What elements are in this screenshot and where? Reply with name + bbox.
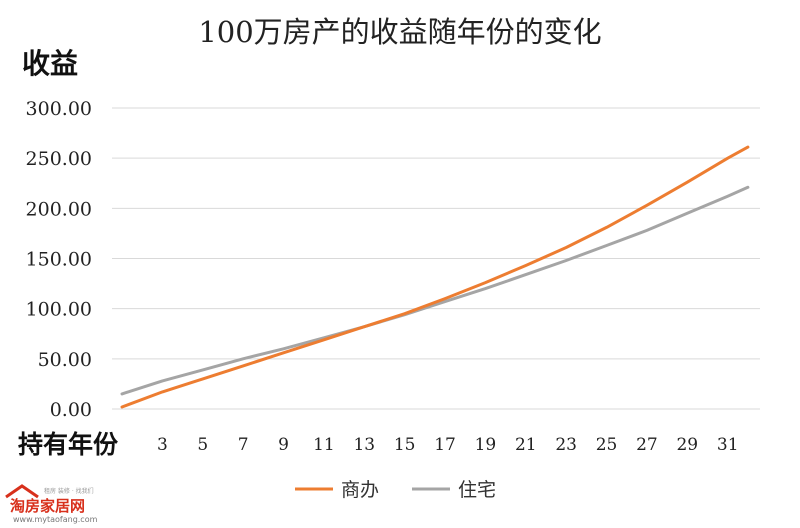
watermark-tagline: 租房 装修 · 找我们 <box>44 487 94 495</box>
y-tick-label: 50.00 <box>38 349 92 371</box>
chart-title: 100万房产的收益随年份的变化 <box>198 15 601 49</box>
y-tick-label: 250.00 <box>26 148 92 170</box>
legend-label: 住宅 <box>458 479 496 501</box>
x-axis-label: 持有年份 <box>18 430 118 459</box>
x-tick-labels: 3 5 7 9 11 13 15 17 19 21 23 25 27 29 31 <box>157 435 739 455</box>
y-tick-label: 150.00 <box>26 249 92 271</box>
legend-label: 商办 <box>341 479 379 501</box>
y-tick-labels: 0.00 50.00 100.00 150.00 200.00 250.00 300.00 <box>26 98 92 421</box>
grid-lines <box>112 107 760 410</box>
x-tick-label: 23 <box>555 435 577 455</box>
house-roof-icon <box>5 484 39 499</box>
watermark-logo: 租房 装修 · 找我们 淘房家居网 www.mytaofang.com <box>5 484 98 524</box>
x-tick-label: 3 <box>157 435 168 455</box>
y-tick-label: 300.00 <box>26 98 92 120</box>
x-tick-label: 7 <box>238 435 249 455</box>
series-line-commercial <box>120 145 750 409</box>
x-tick-label: 25 <box>596 435 618 455</box>
x-tick-label: 11 <box>313 435 335 455</box>
x-tick-label: 19 <box>475 435 497 455</box>
x-tick-label: 17 <box>434 435 456 455</box>
x-tick-label: 31 <box>717 435 739 455</box>
y-tick-label: 200.00 <box>26 198 92 220</box>
series-lines <box>120 145 750 409</box>
x-tick-label: 21 <box>515 435 537 455</box>
legend: 商办 住宅 <box>295 479 496 501</box>
y-axis-label: 收益 <box>22 47 78 80</box>
x-tick-label: 9 <box>278 435 289 455</box>
x-tick-label: 27 <box>636 435 658 455</box>
x-tick-label: 29 <box>676 435 698 455</box>
y-tick-label: 100.00 <box>26 299 92 321</box>
y-tick-label: 0.00 <box>50 399 92 421</box>
x-tick-label: 15 <box>394 435 416 455</box>
x-tick-label: 5 <box>197 435 208 455</box>
x-tick-label: 13 <box>353 435 375 455</box>
watermark-url: www.mytaofang.com <box>13 515 98 524</box>
watermark-brand: 淘房家居网 <box>9 497 85 515</box>
series-line-residential <box>120 185 750 396</box>
